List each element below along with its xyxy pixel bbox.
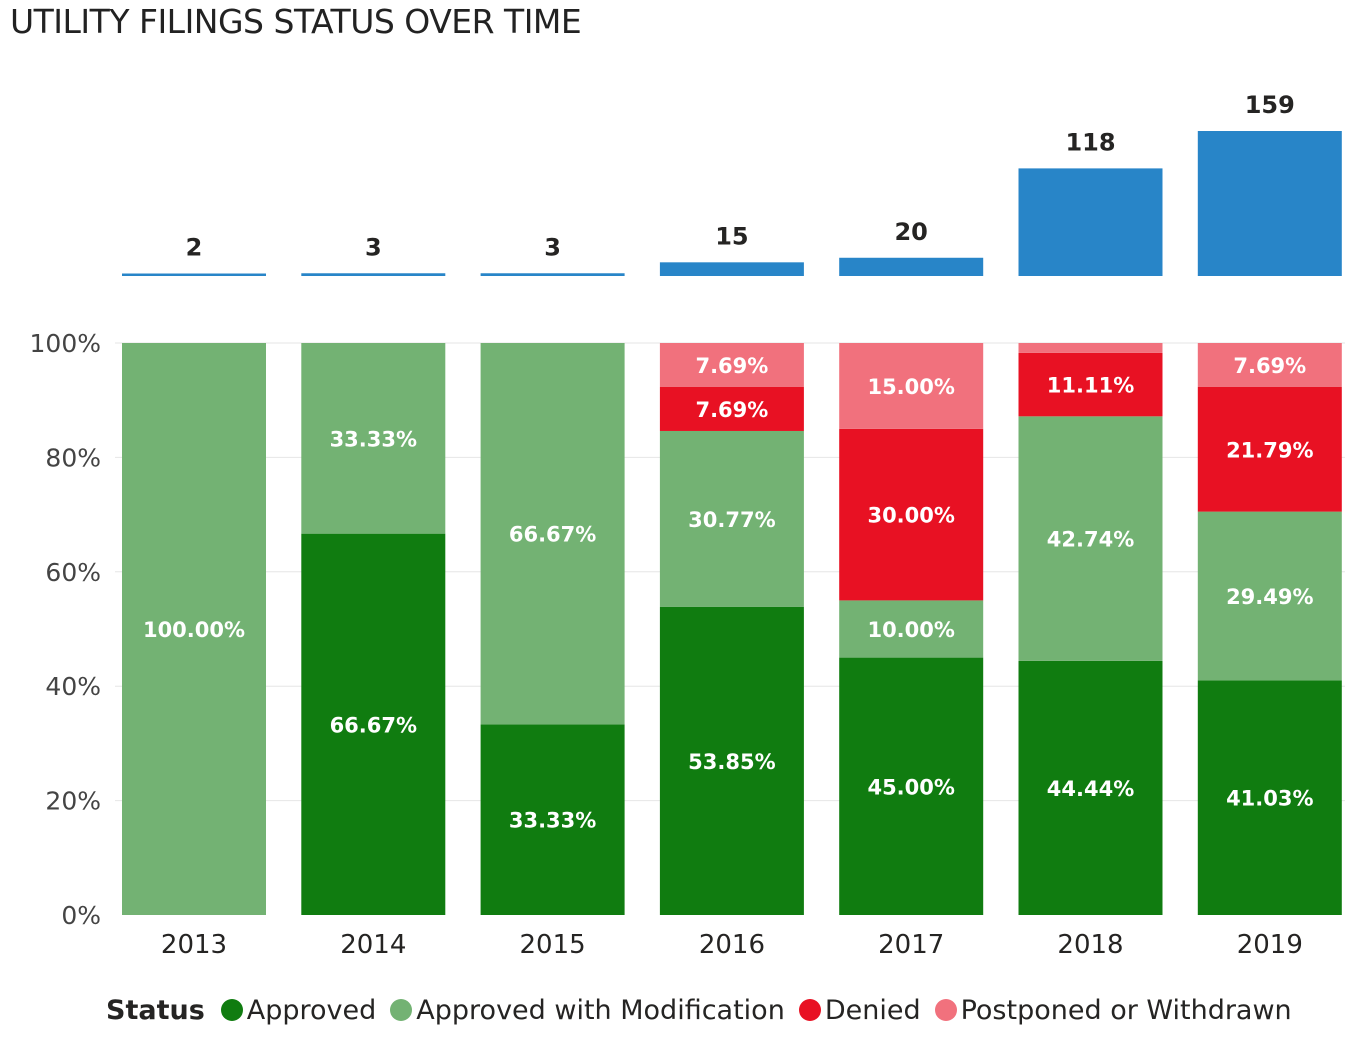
segment-label: 7.69% [695, 354, 768, 378]
y-tick-label: 80% [45, 443, 101, 472]
stack-segment [659, 430, 804, 607]
stack-segment [659, 343, 804, 387]
x-tick-label: 2019 [1237, 930, 1303, 960]
count-label: 20 [894, 218, 927, 246]
legend: Status Approved Approved with Modificati… [106, 990, 1306, 1030]
stack-segment [659, 606, 804, 915]
segment-label: 33.33% [509, 809, 596, 833]
segment-label: 15.00% [867, 375, 954, 399]
count-bar [301, 273, 446, 276]
legend-dot-icon [934, 999, 957, 1021]
segment-label: 44.44% [1047, 777, 1134, 801]
stack-segment [1197, 680, 1342, 915]
y-tick-label: 0% [61, 901, 101, 930]
legend-item-approved[interactable]: Approved [220, 994, 377, 1026]
segment-label: 33.33% [330, 427, 417, 451]
segment-label: 29.49% [1226, 585, 1313, 609]
stack-segment [1018, 416, 1163, 661]
stack-segment [480, 724, 625, 915]
stack-segment [1197, 511, 1342, 681]
segment-label: 30.00% [867, 504, 954, 528]
stack-segment [839, 600, 984, 658]
legend-item-denied[interactable]: Denied [798, 994, 921, 1026]
legend-item-postponed-or-withdrawn[interactable]: Postponed or Withdrawn [934, 994, 1292, 1026]
count-bar [1018, 168, 1163, 276]
count-bar [839, 257, 984, 276]
segment-label: 7.69% [1233, 354, 1306, 378]
count-bar [659, 262, 804, 276]
segment-label: 66.67% [330, 713, 417, 737]
chart-title: UTILITY FILINGS STATUS OVER TIME [10, 2, 582, 41]
count-bar [1197, 131, 1342, 276]
stack-segment [480, 343, 625, 725]
stack-segment [659, 386, 804, 431]
stack-segment [839, 343, 984, 429]
stack-segment [839, 657, 984, 915]
stack-segment [301, 533, 446, 915]
legend-label: Denied [824, 994, 921, 1026]
segment-label: 66.67% [509, 523, 596, 547]
stack-segment [122, 343, 266, 915]
stack-segment [1018, 660, 1163, 915]
segment-label: 41.03% [1226, 787, 1313, 811]
segment-label: 30.77% [688, 508, 775, 532]
segment-label: 11.11% [1047, 374, 1134, 398]
y-tick-label: 100% [30, 329, 101, 358]
stack-segment [1197, 386, 1342, 512]
count-label: 3 [365, 233, 382, 261]
segment-label: 45.00% [867, 775, 954, 799]
legend-item-approved-with-modification[interactable]: Approved with Modification [390, 995, 785, 1026]
legend-title: Status [106, 994, 205, 1026]
x-tick-label: 2016 [699, 930, 765, 960]
legend-dot-icon [390, 999, 413, 1021]
x-tick-label: 2013 [161, 930, 227, 960]
legend-dot-icon [220, 999, 243, 1021]
stack-segment [839, 428, 984, 601]
x-tick-label: 2017 [878, 930, 944, 960]
segment-label: 53.85% [688, 750, 775, 774]
count-label: 3 [544, 233, 561, 261]
count-label: 15 [715, 222, 748, 250]
x-tick-label: 2015 [520, 930, 586, 960]
count-bar [122, 273, 266, 276]
y-tick-label: 40% [45, 672, 101, 701]
stack-segment [1018, 343, 1163, 353]
segment-label: 42.74% [1047, 528, 1134, 552]
y-tick-label: 20% [45, 787, 101, 816]
legend-label: Approved [246, 994, 377, 1026]
x-tick-label: 2014 [340, 930, 406, 960]
stack-segment [301, 343, 446, 534]
legend-dot-icon [798, 999, 821, 1021]
segment-label: 7.69% [695, 398, 768, 422]
legend-label: Postponed or Withdrawn [960, 994, 1292, 1026]
stack-segment [1197, 343, 1342, 387]
x-tick-label: 2018 [1057, 930, 1123, 960]
count-label: 159 [1245, 91, 1295, 119]
count-label: 2 [186, 234, 203, 262]
segment-label: 10.00% [867, 618, 954, 642]
stack-segment [1018, 352, 1163, 417]
segment-label: 21.79% [1226, 438, 1313, 462]
count-bar [480, 273, 625, 276]
legend-label: Approved with Modification [416, 994, 785, 1026]
chart-area: 0% 20% 40% 60% 80% 100% 2 3 3 15 20 118 159 100.00% 20… [30, 91, 1345, 960]
segment-label: 100.00% [143, 618, 245, 642]
y-tick-label: 60% [45, 558, 101, 587]
count-label: 118 [1065, 128, 1115, 156]
